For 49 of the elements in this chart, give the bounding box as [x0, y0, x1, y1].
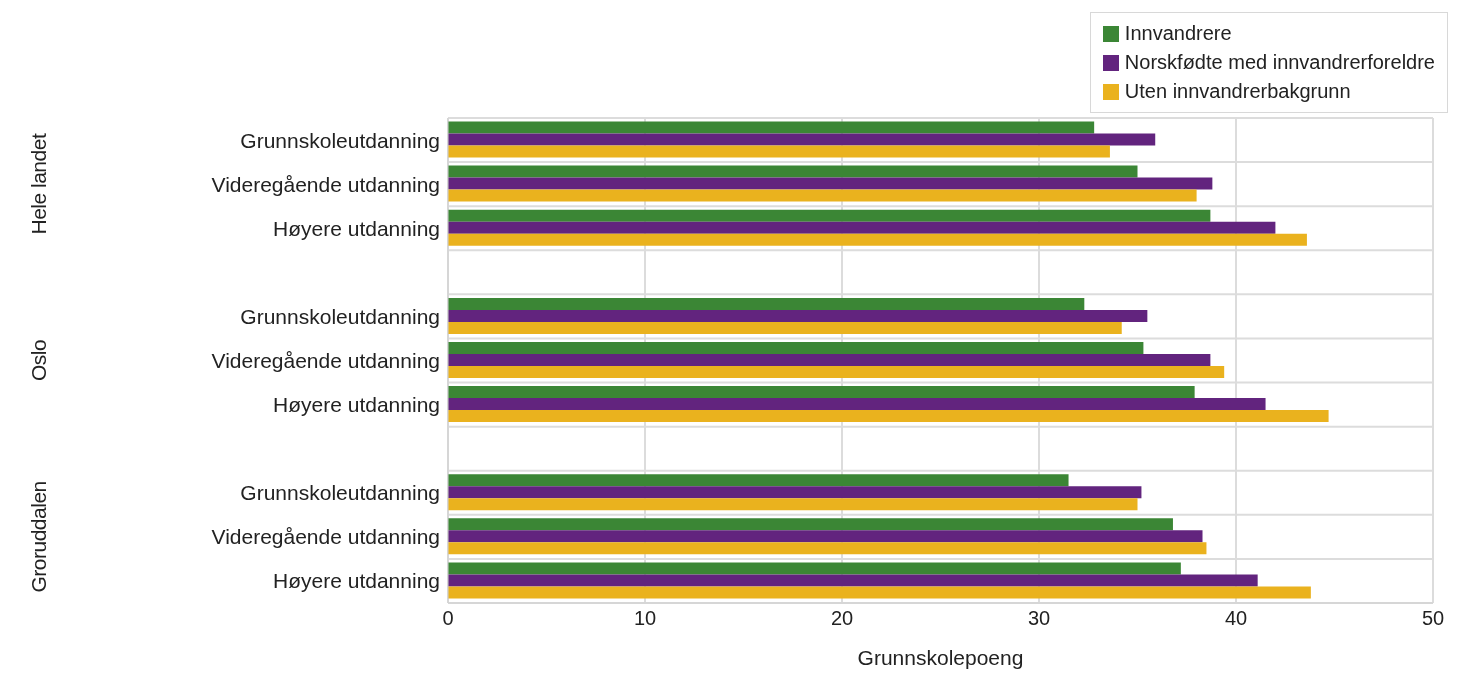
y-tick-label: Videregående utdanning: [211, 525, 440, 549]
legend-label: Norskfødte med innvandrerforeldre: [1124, 51, 1435, 74]
bar: [448, 297, 1085, 310]
bar: [448, 386, 1195, 399]
bar: [448, 309, 1148, 322]
y-tick-label: Videregående utdanning: [211, 348, 440, 372]
bar: [448, 398, 1266, 411]
bar: [448, 353, 1211, 366]
bar: [448, 133, 1156, 146]
bar: [448, 121, 1095, 134]
bar: [448, 410, 1329, 423]
text: Groruddalen: [27, 481, 50, 593]
text: Oslo: [27, 339, 50, 382]
legend-label: Innvandrere: [1124, 22, 1232, 45]
y-tick-label: Høyere utdanning: [273, 393, 440, 417]
bar: [448, 341, 1144, 354]
x-tick-label: 40: [1224, 607, 1248, 630]
x-tick-label: 0: [442, 607, 454, 630]
x-axis-title: Grunnskolepoeng: [857, 646, 1024, 669]
bar: [448, 321, 1122, 334]
bar: [448, 486, 1142, 499]
x-tick-label: 30: [1027, 607, 1051, 630]
legend-label: Uten innvandrerbakgrunn: [1124, 80, 1351, 103]
x-tick-label: 50: [1421, 607, 1445, 630]
bar: [448, 209, 1211, 222]
bar: [448, 221, 1276, 234]
bar: [448, 189, 1197, 202]
y-tick-label: Høyere utdanning: [273, 216, 440, 240]
y-tick-label: Grunnskoleutdanning: [240, 128, 440, 152]
y-tick-label: Grunnskoleutdanning: [240, 481, 440, 505]
bar: [448, 474, 1069, 487]
bar: [448, 165, 1138, 178]
y-tick-label: Videregående utdanning: [211, 172, 440, 196]
bar: [448, 365, 1225, 378]
bar: [448, 574, 1258, 587]
text: Hele landet: [27, 133, 50, 235]
bar: [448, 177, 1213, 190]
y-tick-label: Høyere utdanning: [273, 569, 440, 593]
bar: [448, 145, 1110, 158]
bar: [448, 518, 1173, 531]
bar: [448, 530, 1203, 543]
y-tick-label: Grunnskoleutdanning: [240, 304, 440, 328]
bar: [448, 233, 1307, 246]
x-tick-label: 10: [633, 607, 657, 630]
bar: [448, 498, 1138, 511]
bar: [448, 562, 1181, 575]
bar: [448, 586, 1311, 599]
x-tick-label: 20: [830, 607, 854, 630]
bar: [448, 542, 1207, 555]
